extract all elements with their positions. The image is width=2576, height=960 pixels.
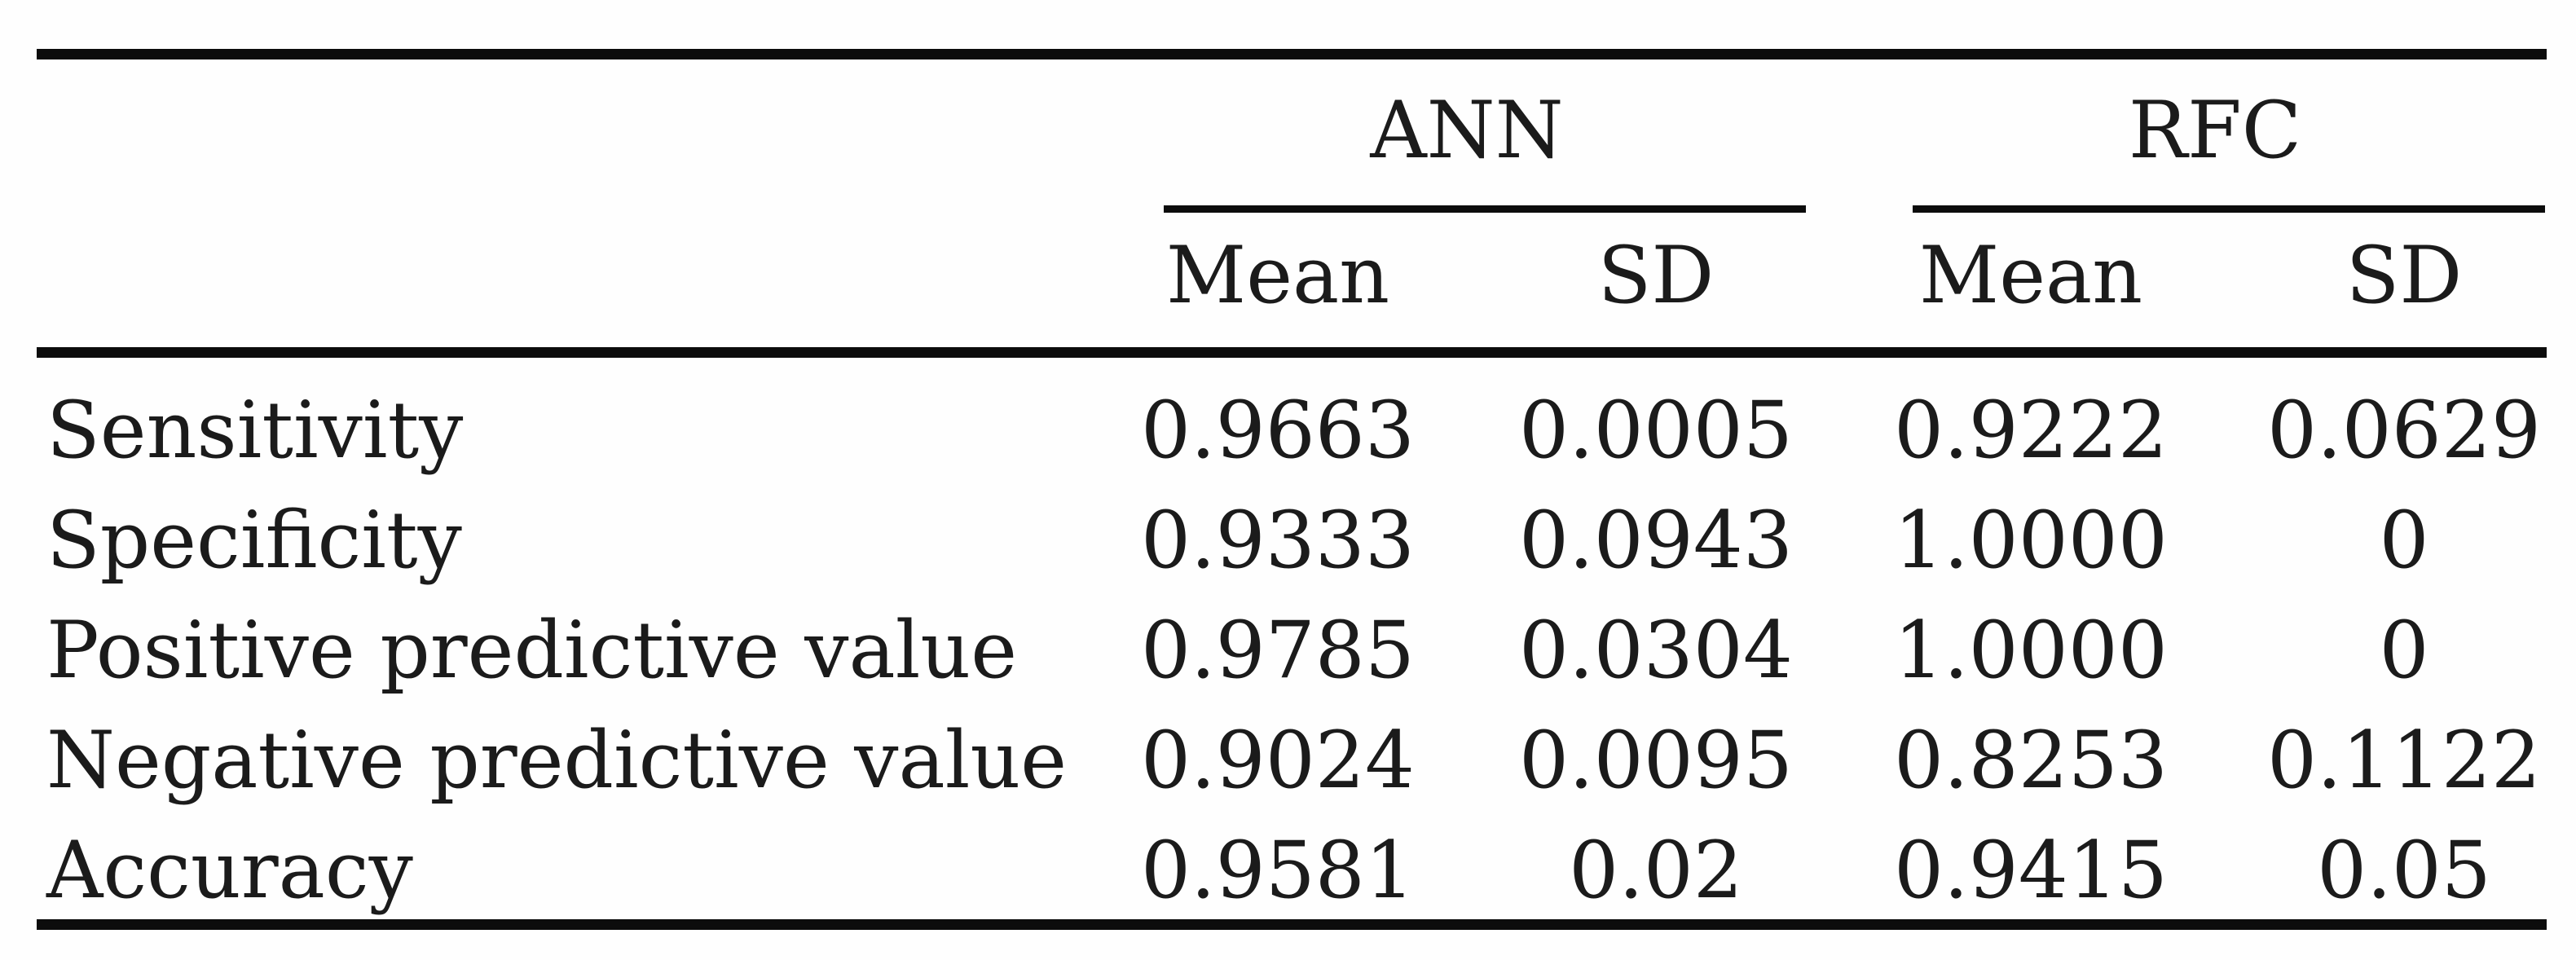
cell-value: 0.9415 xyxy=(1894,825,2168,916)
cell-value: 1.0000 xyxy=(1894,605,2168,696)
subheader-rfc-mean: Mean xyxy=(1918,230,2143,321)
subheader-rfc-sd: SD xyxy=(2345,230,2463,321)
cell-value: 0.0095 xyxy=(1519,715,1793,806)
cell-value: 0.9222 xyxy=(1894,385,2168,476)
header-separator-rule xyxy=(37,347,2547,358)
cell-value: 0.0304 xyxy=(1519,605,1793,696)
row-label-ppv: Positive predictive value xyxy=(46,605,1018,696)
cell-value: 0.9333 xyxy=(1141,495,1415,586)
cell-value: 0.0005 xyxy=(1519,385,1793,476)
cell-value: 1.0000 xyxy=(1894,495,2168,586)
cell-value: 0.02 xyxy=(1569,825,1743,916)
row-label-specificity: Specificity xyxy=(46,495,462,586)
column-group-rfc: RFC xyxy=(2128,85,2302,176)
cell-value: 0.9024 xyxy=(1141,715,1415,806)
cell-value: 0.0943 xyxy=(1519,495,1793,586)
row-label-sensitivity: Sensitivity xyxy=(46,385,464,476)
table-bottom-rule xyxy=(37,919,2547,930)
subheader-ann-sd: SD xyxy=(1597,230,1715,321)
cell-value: 0.8253 xyxy=(1894,715,2168,806)
row-label-accuracy: Accuracy xyxy=(46,825,413,916)
cell-value: 0.9663 xyxy=(1141,385,1415,476)
cell-value: 0 xyxy=(2379,495,2429,586)
subheader-ann-mean: Mean xyxy=(1165,230,1390,321)
column-group-ann: ANN xyxy=(1370,85,1564,176)
cell-value: 0.0629 xyxy=(2267,385,2541,476)
cell-value: 0.9581 xyxy=(1141,825,1415,916)
row-label-npv: Negative predictive value xyxy=(46,715,1068,806)
cell-value: 0.05 xyxy=(2317,825,2491,916)
ann-group-underline xyxy=(1164,205,1806,213)
cell-value: 0.1122 xyxy=(2267,715,2541,806)
cell-value: 0.9785 xyxy=(1141,605,1415,696)
cell-value: 0 xyxy=(2379,605,2429,696)
table-top-rule xyxy=(37,49,2547,59)
rfc-group-underline xyxy=(1913,205,2545,213)
